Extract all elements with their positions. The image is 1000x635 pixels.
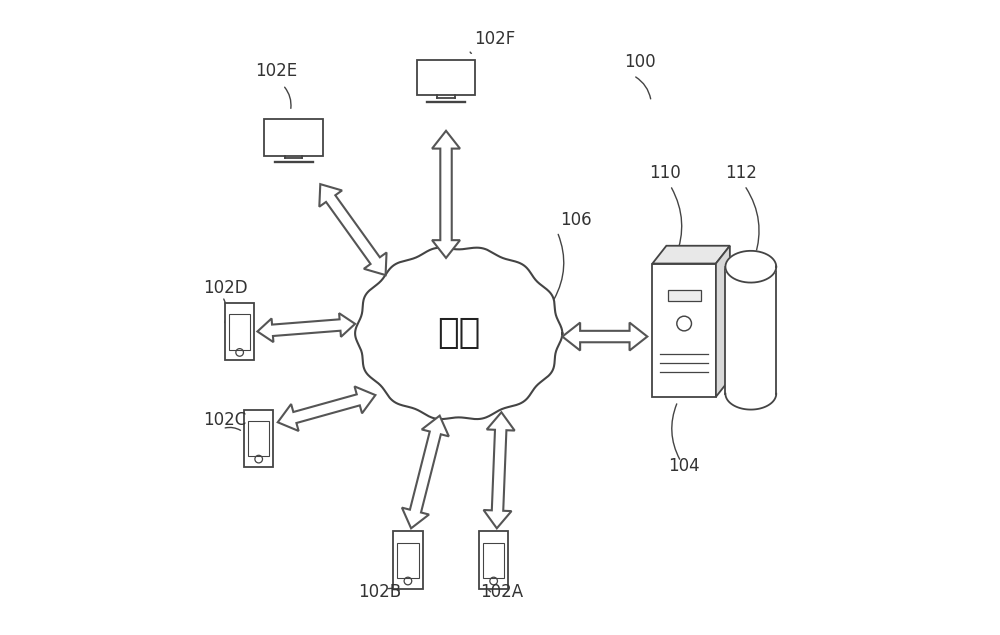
- Bar: [479, 531, 508, 589]
- Polygon shape: [562, 323, 647, 351]
- Text: 104: 104: [668, 457, 700, 475]
- Text: 102C: 102C: [203, 411, 247, 429]
- Text: 102E: 102E: [255, 62, 298, 80]
- Polygon shape: [652, 246, 730, 264]
- Polygon shape: [725, 267, 776, 394]
- Text: 100: 100: [624, 53, 656, 70]
- Polygon shape: [257, 313, 355, 342]
- Text: 网络: 网络: [437, 316, 480, 351]
- Text: 102A: 102A: [480, 583, 523, 601]
- Polygon shape: [725, 251, 776, 283]
- Text: 106: 106: [560, 211, 592, 229]
- Polygon shape: [432, 131, 460, 258]
- Bar: [225, 303, 254, 360]
- Text: 112: 112: [725, 164, 757, 182]
- Bar: [229, 314, 250, 350]
- Bar: [668, 290, 701, 301]
- Text: 110: 110: [649, 164, 681, 182]
- Text: 102F: 102F: [475, 30, 516, 48]
- Polygon shape: [484, 412, 515, 528]
- Polygon shape: [402, 416, 449, 528]
- Polygon shape: [716, 246, 730, 397]
- Bar: [483, 543, 504, 578]
- Polygon shape: [278, 387, 375, 431]
- Polygon shape: [319, 184, 387, 275]
- Text: 102D: 102D: [203, 279, 248, 297]
- Bar: [248, 421, 269, 457]
- Bar: [397, 543, 419, 578]
- Bar: [393, 531, 423, 589]
- Bar: [417, 60, 475, 95]
- Bar: [652, 264, 716, 397]
- Bar: [264, 119, 323, 156]
- Bar: [244, 410, 273, 467]
- Polygon shape: [355, 248, 562, 419]
- Text: 102B: 102B: [358, 583, 401, 601]
